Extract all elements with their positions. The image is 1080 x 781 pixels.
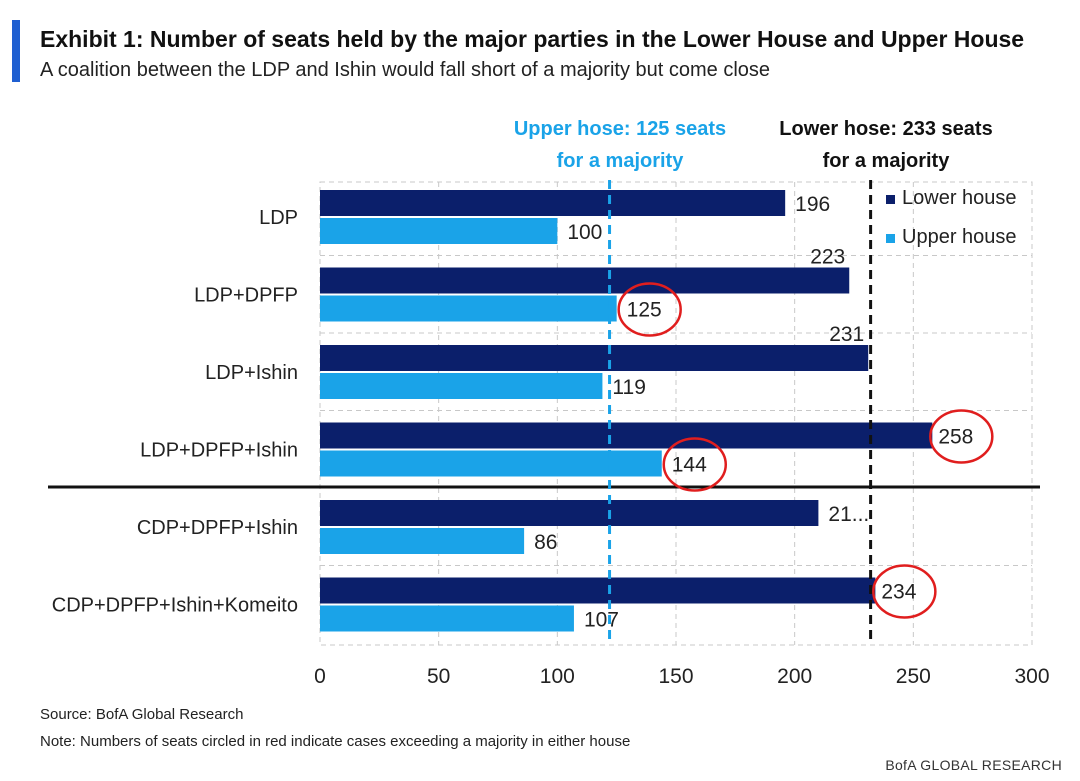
footnote: Note: Numbers of seats circled in red in… bbox=[40, 733, 631, 750]
lower-house-bar bbox=[320, 500, 819, 526]
value-label: 86 bbox=[534, 531, 557, 554]
legend-label: Lower house bbox=[902, 187, 1017, 209]
value-label: 223 bbox=[810, 246, 845, 269]
lower-house-bar bbox=[320, 345, 869, 371]
majority-label: for a majority bbox=[823, 150, 951, 172]
upper-house-bar bbox=[320, 450, 662, 477]
majority-circle bbox=[929, 409, 994, 464]
lower-house-bar bbox=[320, 577, 876, 604]
x-tick-label: 250 bbox=[896, 665, 931, 688]
value-label: 100 bbox=[567, 221, 602, 244]
chart-title: Exhibit 1: Number of seats held by the m… bbox=[40, 26, 1025, 52]
category-label: CDP+DPFP+Ishin bbox=[137, 517, 298, 539]
value-label: 21... bbox=[828, 503, 869, 526]
value-label: 196 bbox=[795, 193, 830, 216]
plot-frame bbox=[319, 181, 1033, 646]
x-tick-label: 150 bbox=[658, 665, 693, 688]
category-label: LDP+Ishin bbox=[205, 362, 298, 384]
upper-house-bar bbox=[320, 373, 603, 399]
category-label: CDP+DPFP+Ishin+Komeito bbox=[52, 595, 298, 617]
lower-house-bar bbox=[320, 190, 786, 216]
upper-house-bar bbox=[320, 218, 558, 244]
value-label: 125 bbox=[627, 299, 662, 322]
majority-label: Lower hose: 233 seats bbox=[779, 118, 992, 140]
x-tick-label: 100 bbox=[540, 665, 575, 688]
category-label: LDP+DPFP+Ishin bbox=[140, 440, 298, 462]
upper-house-bar bbox=[320, 605, 574, 632]
upper-house-bar bbox=[320, 295, 617, 322]
brand-label: BofA GLOBAL RESEARCH bbox=[885, 757, 1062, 773]
category-label: LDP+DPFP bbox=[194, 285, 298, 307]
majority-label: for a majority bbox=[557, 150, 685, 172]
lower-house-bar bbox=[320, 422, 933, 449]
value-label: 258 bbox=[938, 426, 973, 449]
value-label: 234 bbox=[881, 581, 916, 604]
legend-label: Upper house bbox=[902, 226, 1017, 248]
legend-swatch-lower bbox=[886, 195, 895, 204]
majority-circle bbox=[872, 564, 937, 619]
accent-bar bbox=[12, 20, 20, 82]
value-label: 144 bbox=[672, 454, 707, 477]
chart-subtitle: A coalition between the LDP and Ishin wo… bbox=[40, 59, 771, 81]
majority-circle bbox=[617, 282, 682, 337]
majority-label: Upper hose: 125 seats bbox=[514, 118, 726, 140]
x-tick-label: 200 bbox=[777, 665, 812, 688]
category-label: LDP bbox=[259, 207, 298, 229]
x-tick-label: 0 bbox=[314, 665, 326, 688]
value-label: 107 bbox=[584, 609, 619, 632]
majority-circle bbox=[662, 437, 728, 492]
lower-house-bar bbox=[320, 267, 850, 294]
legend-swatch-upper bbox=[886, 234, 895, 243]
value-label: 231 bbox=[829, 323, 864, 346]
upper-house-bar bbox=[320, 528, 525, 554]
source-note: Source: BofA Global Research bbox=[40, 706, 244, 723]
x-tick-label: 300 bbox=[1014, 665, 1049, 688]
x-tick-label: 50 bbox=[427, 665, 450, 688]
value-label: 119 bbox=[612, 376, 645, 399]
